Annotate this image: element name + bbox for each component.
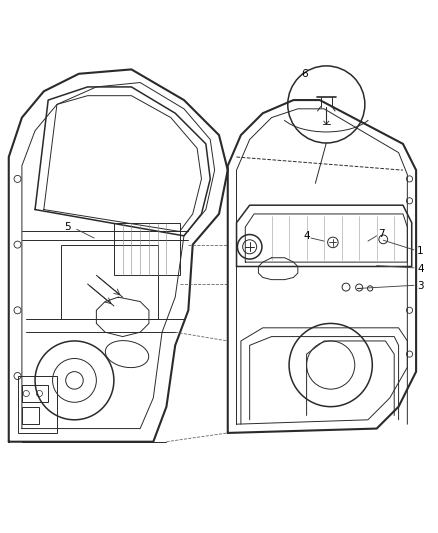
Text: 4: 4 — [303, 231, 310, 241]
Bar — [61, 245, 158, 319]
Text: 7: 7 — [378, 229, 385, 239]
Text: 4: 4 — [417, 264, 424, 273]
Text: 5: 5 — [64, 222, 71, 232]
Text: 1: 1 — [417, 246, 424, 256]
Text: 6: 6 — [301, 69, 308, 79]
Bar — [22, 407, 39, 424]
Text: 3: 3 — [417, 281, 424, 291]
Bar — [22, 385, 48, 402]
Bar — [114, 223, 180, 275]
Bar — [18, 376, 57, 433]
